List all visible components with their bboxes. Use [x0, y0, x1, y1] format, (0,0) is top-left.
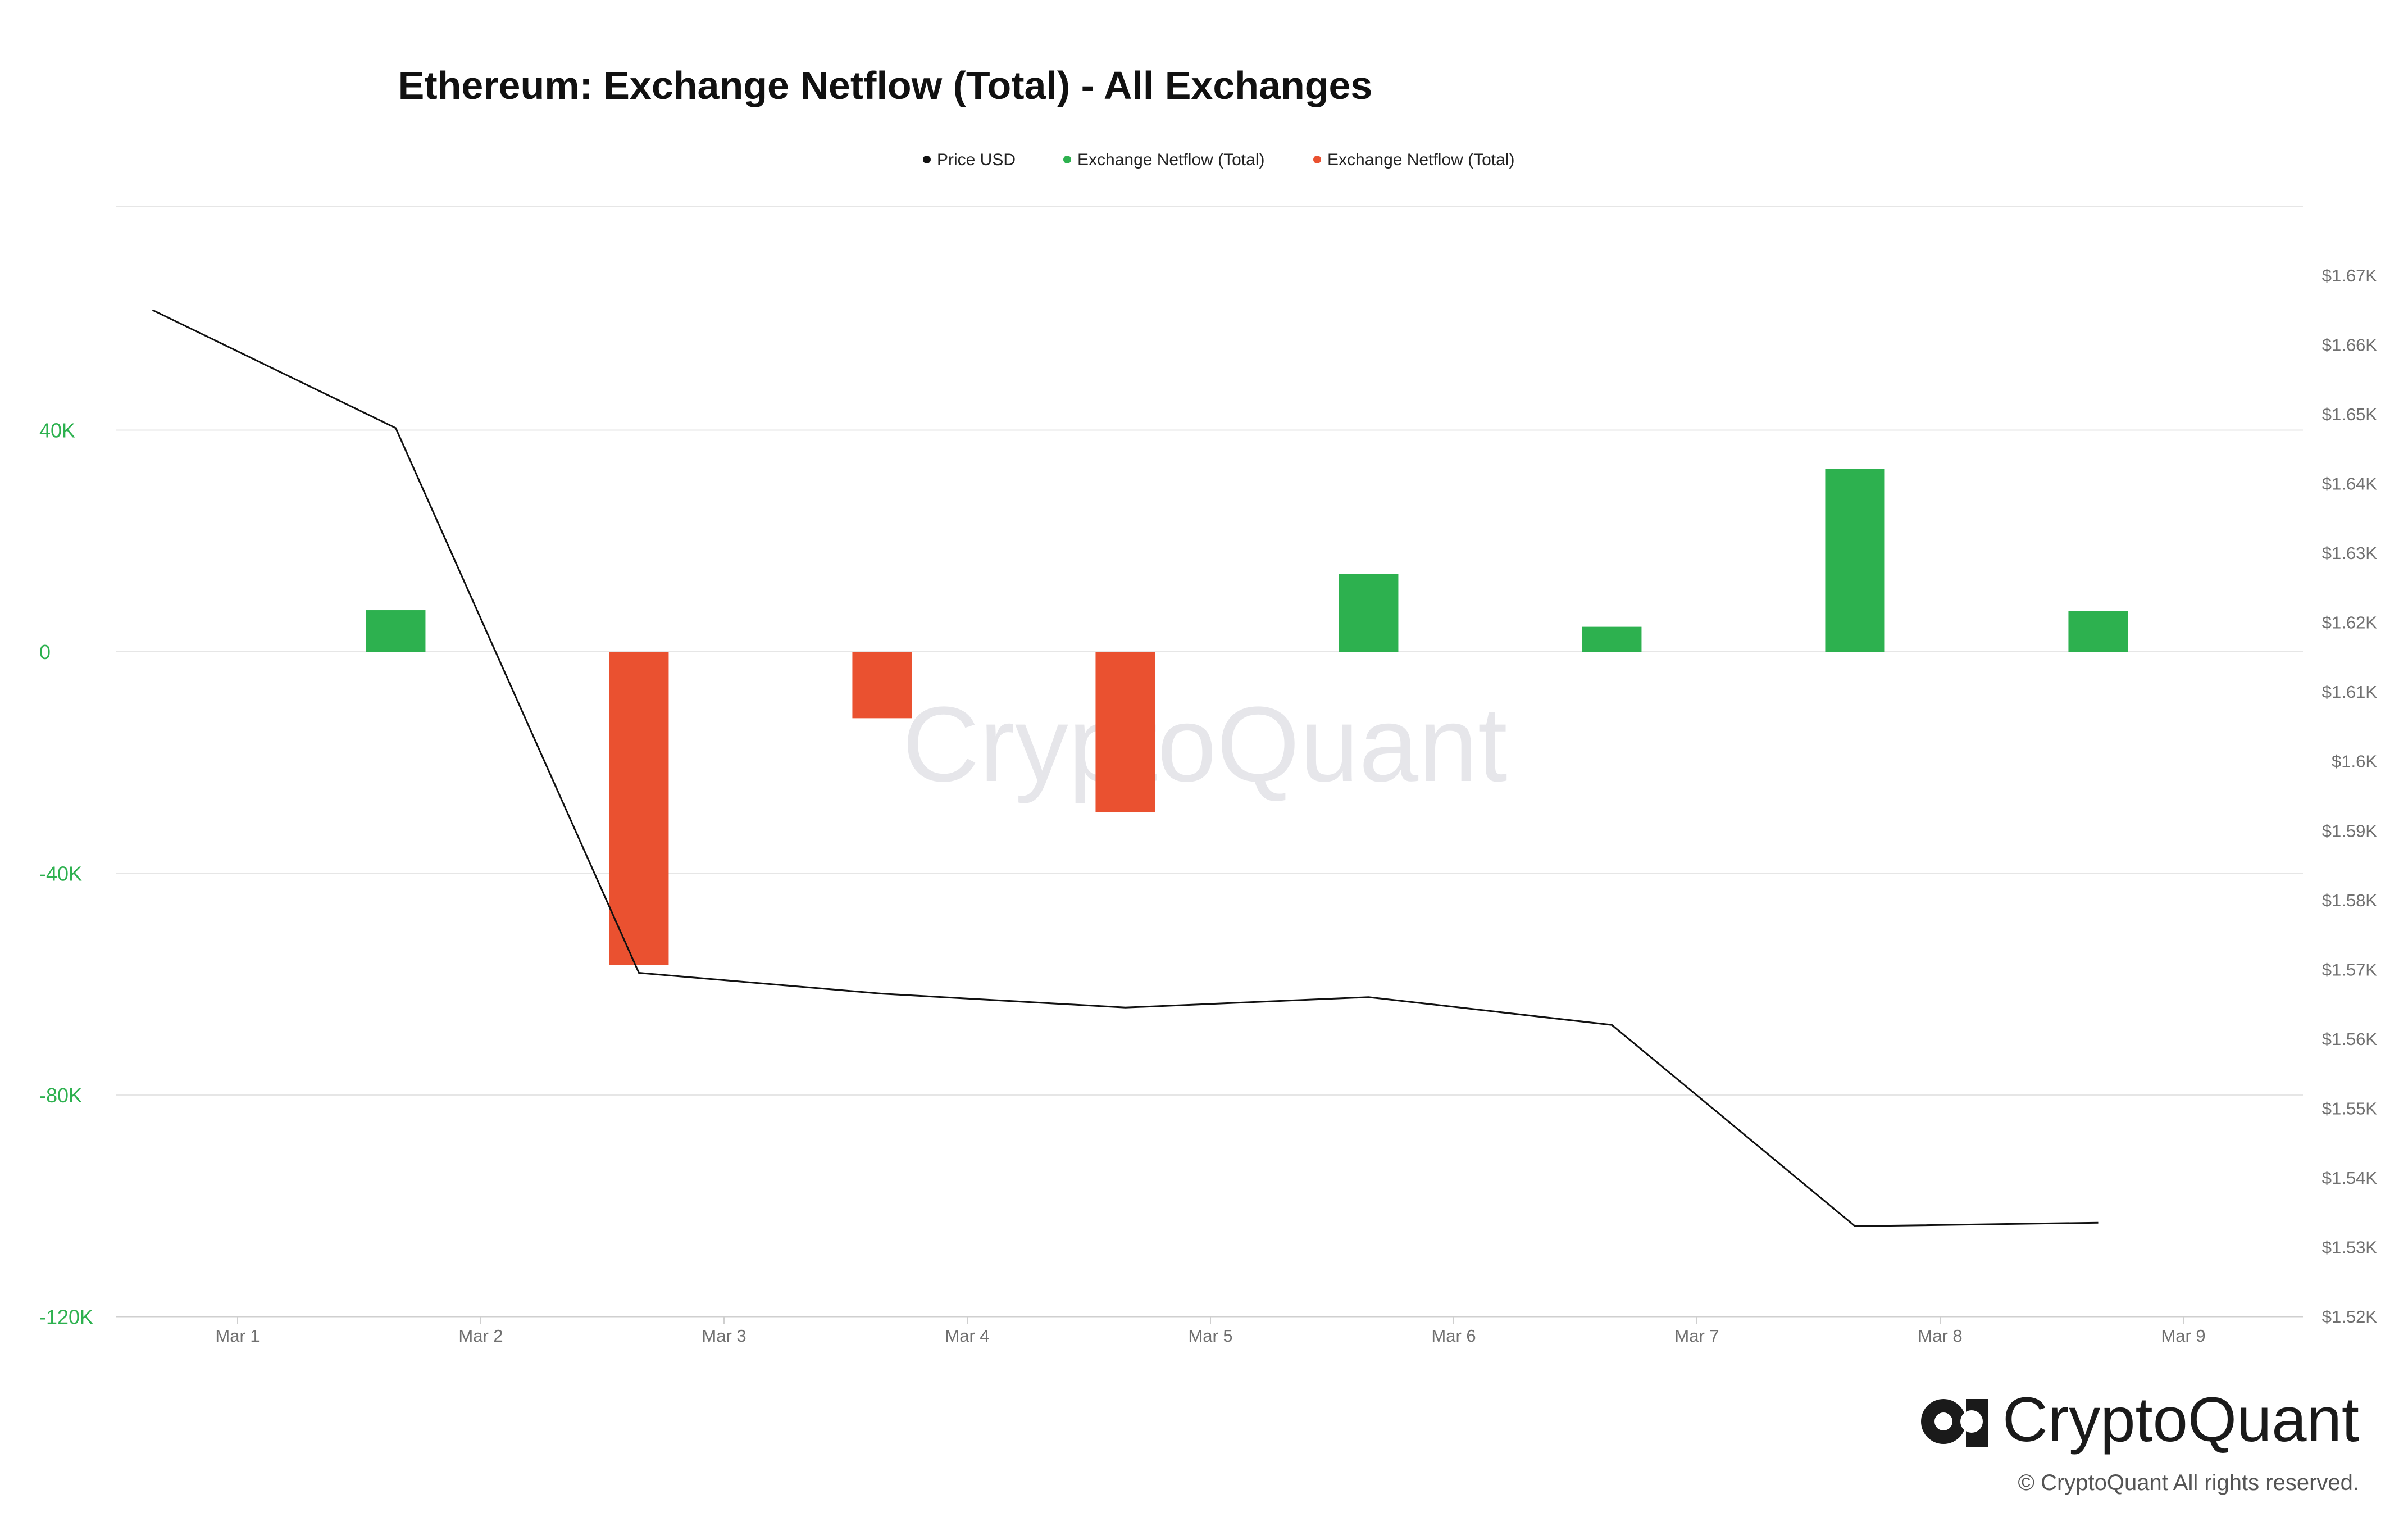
netflow-bar-positive — [1825, 469, 1885, 652]
netflow-bar-negative — [609, 652, 669, 965]
brand-logo-icon-inner — [1934, 1412, 1952, 1430]
right-tick-label: $1.62K — [2322, 613, 2378, 633]
netflow-bar-positive — [1339, 574, 1399, 652]
right-tick-label: $1.59K — [2322, 821, 2378, 841]
left-tick-label: -40K — [39, 862, 82, 885]
right-tick-label: $1.52K — [2322, 1307, 2378, 1327]
legend-label: Price USD — [937, 151, 1016, 169]
brand-logo — [1921, 1399, 1988, 1447]
brand-logo-icon-cut — [1960, 1410, 1983, 1433]
netflow-bar-positive — [366, 610, 426, 652]
x-tick-label: Mar 5 — [1188, 1326, 1232, 1346]
x-tick-label: Mar 6 — [1431, 1326, 1476, 1346]
legend-marker — [923, 156, 931, 163]
right-tick-label: $1.67K — [2322, 266, 2378, 285]
right-axis: $1.67K $1.66K $1.65K $1.64K $1.63K $1.62K $1.6… — [2322, 266, 2378, 1327]
legend-label: Exchange Netflow (Total) — [1077, 151, 1265, 169]
copyright-text: © CryptoQuant All rights reserved. — [2018, 1470, 2360, 1495]
x-tick-label: Mar 9 — [2161, 1326, 2205, 1346]
netflow-bar-negative — [1095, 652, 1155, 813]
right-tick-label: $1.56K — [2322, 1029, 2378, 1049]
legend-marker — [1313, 156, 1321, 163]
x-tick-label: Mar 2 — [458, 1326, 503, 1346]
x-axis: Mar 1 Mar 2 Mar 3 Mar 4 Mar 5 Mar 6 Mar 7 Mar 8… — [215, 1316, 2206, 1346]
left-axis: 40K 0 -40K -80K -120K — [39, 419, 93, 1329]
right-tick-label: $1.64K — [2322, 474, 2378, 494]
legend-label: Exchange Netflow (Total) — [1327, 151, 1515, 169]
legend-marker — [1063, 156, 1071, 163]
right-tick-label: $1.54K — [2322, 1168, 2378, 1188]
x-tick-label: Mar 4 — [945, 1326, 989, 1346]
x-tick-label: Mar 7 — [1674, 1326, 1719, 1346]
right-tick-label: $1.65K — [2322, 405, 2378, 424]
right-tick-label: $1.55K — [2322, 1098, 2378, 1118]
brand-name: CryptoQuant — [2002, 1384, 2359, 1455]
price-line — [152, 309, 2099, 1227]
left-tick-label: 0 — [39, 641, 51, 664]
x-tick-label: Mar 1 — [215, 1326, 260, 1346]
left-tick-label: -120K — [39, 1306, 93, 1329]
chart-title: Ethereum: Exchange Netflow (Total) - All… — [398, 63, 1373, 107]
right-tick-label: $1.63K — [2322, 543, 2378, 563]
right-tick-label: $1.53K — [2322, 1237, 2378, 1257]
x-tick-label: Mar 3 — [702, 1326, 746, 1346]
right-tick-label: $1.61K — [2322, 682, 2378, 702]
right-tick-label: $1.58K — [2322, 891, 2378, 910]
netflow-bars — [366, 469, 2128, 965]
right-tick-label: $1.6K — [2332, 752, 2377, 771]
left-tick-label: 40K — [39, 419, 75, 442]
left-tick-label: -80K — [39, 1084, 82, 1107]
netflow-bar-negative — [852, 652, 912, 719]
price-line-group — [152, 309, 2099, 1227]
legend: Price USD Exchange Netflow (Total) Exchang… — [923, 151, 1515, 169]
netflow-bar-positive — [1582, 626, 1642, 652]
watermark: CryptoQuant — [902, 685, 1507, 804]
right-tick-label: $1.66K — [2322, 335, 2378, 355]
x-tick-label: Mar 8 — [1918, 1326, 1962, 1346]
netflow-bar-positive — [2068, 611, 2128, 652]
right-tick-label: $1.57K — [2322, 960, 2378, 979]
